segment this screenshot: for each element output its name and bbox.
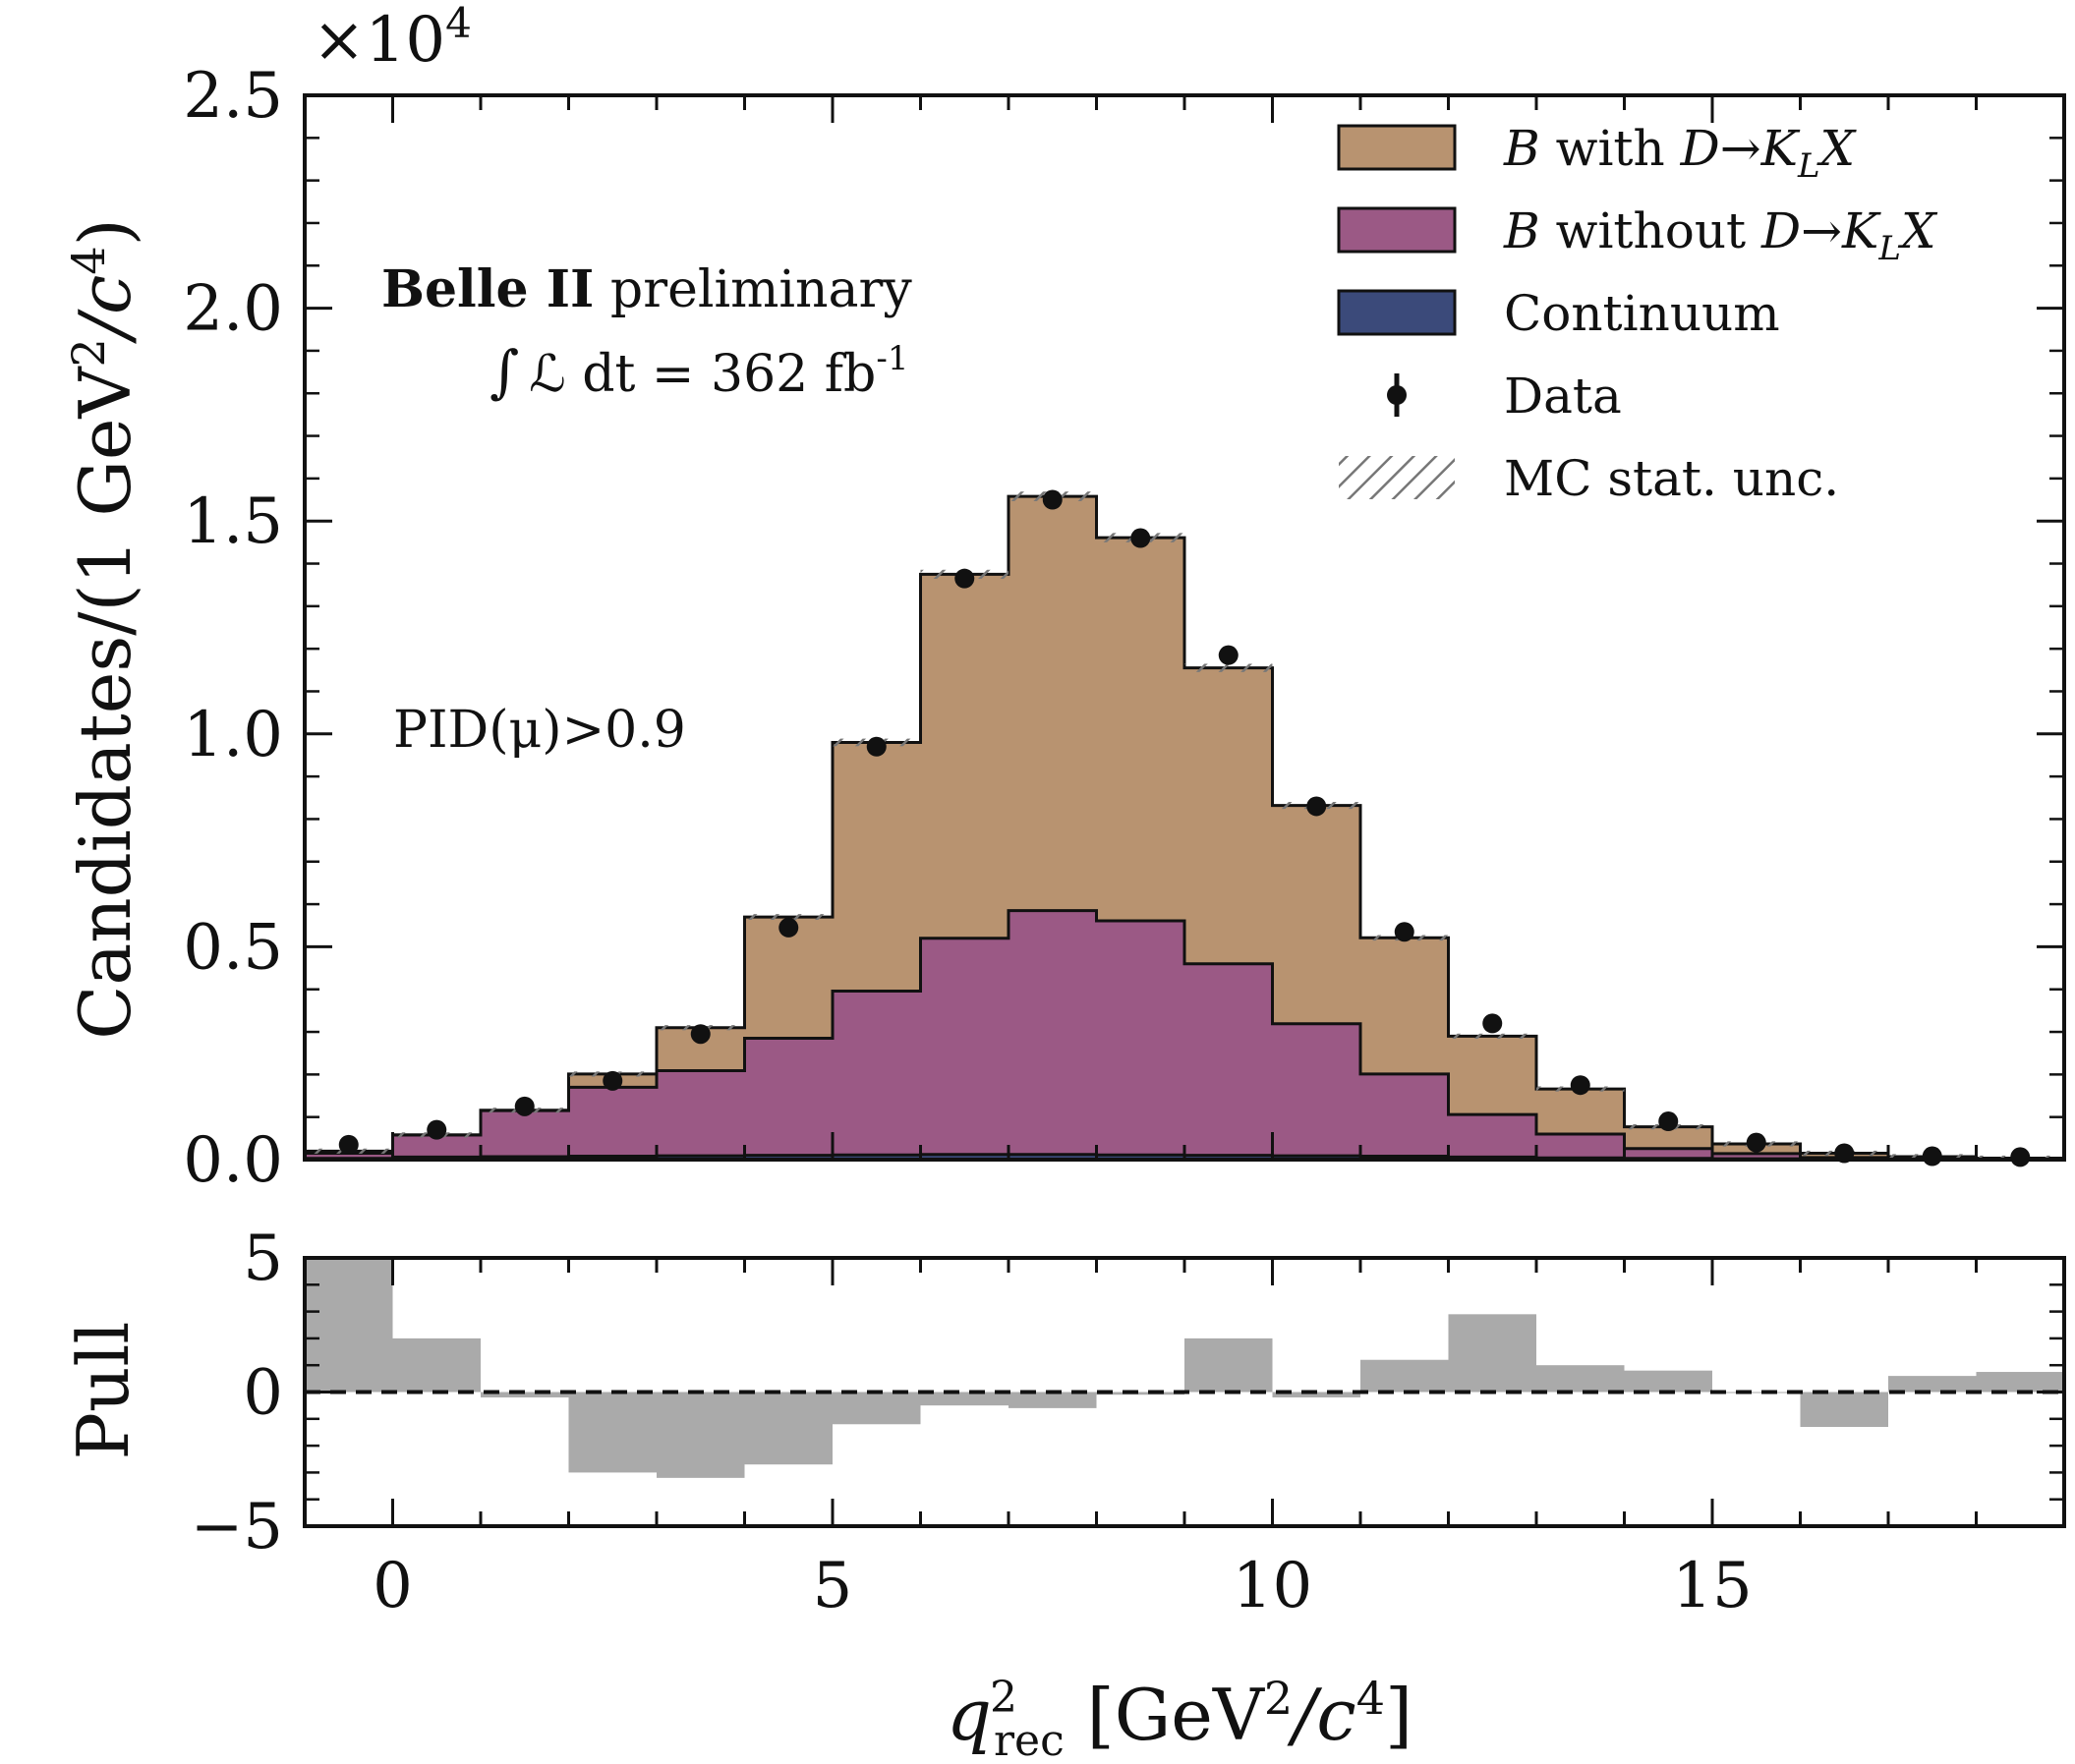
experiment-label: Belle II preliminary bbox=[381, 259, 912, 319]
stack-fill-1 bbox=[305, 910, 2064, 1160]
data-point bbox=[338, 1134, 359, 1155]
pull-bar bbox=[657, 1392, 745, 1478]
pull-panel: −5 0 5 0 5 10 15 Pull q2 rec [GeV2/c4] bbox=[62, 1223, 2066, 1764]
main-histogram-stack bbox=[303, 494, 2066, 1162]
data-point bbox=[2010, 1147, 2031, 1167]
data-point bbox=[1130, 528, 1151, 548]
pull-bar bbox=[1360, 1359, 1449, 1393]
legend-hatch-swatch bbox=[1339, 456, 1455, 499]
pull-bar bbox=[568, 1392, 657, 1473]
x-tick-label: 10 bbox=[1233, 1550, 1312, 1622]
legend-swatch-1 bbox=[1337, 206, 1457, 254]
x-tick-label: 0 bbox=[373, 1550, 413, 1622]
pull-bar bbox=[744, 1392, 833, 1465]
data-point bbox=[690, 1024, 711, 1045]
data-point bbox=[778, 917, 799, 938]
legend-data-marker bbox=[1387, 385, 1407, 405]
data-point bbox=[603, 1070, 623, 1091]
pull-bar bbox=[1888, 1376, 1977, 1393]
pull-bar bbox=[833, 1392, 921, 1425]
pull-bar bbox=[1536, 1365, 1625, 1393]
data-point bbox=[1394, 922, 1414, 942]
pull-bar bbox=[392, 1337, 481, 1393]
pull-bar bbox=[1448, 1314, 1536, 1393]
data-point bbox=[1922, 1146, 1942, 1167]
pull-y-tick-label: 5 bbox=[243, 1223, 283, 1295]
y-tick-label: 1.0 bbox=[183, 699, 283, 771]
data-point bbox=[1570, 1075, 1590, 1096]
pull-y-axis-title: Pull bbox=[62, 1322, 144, 1460]
data-point bbox=[1218, 645, 1239, 665]
legend-label-0: B with D→KLX bbox=[1503, 120, 1858, 186]
legend-label-3: Data bbox=[1504, 368, 1622, 425]
pull-bar bbox=[481, 1392, 569, 1397]
data-point bbox=[427, 1119, 447, 1140]
mc-unc-bin bbox=[744, 914, 833, 921]
pull-bar bbox=[1009, 1392, 1097, 1408]
y-tick-label: 2.0 bbox=[183, 273, 283, 346]
y-scale-factor: ×104 bbox=[313, 0, 472, 77]
pull-bar bbox=[1272, 1392, 1360, 1397]
main-y-axis-title: Candidates/(1 GeV2/c4) bbox=[62, 218, 146, 1039]
pull-bar bbox=[1624, 1370, 1712, 1393]
legend-label-1: B without D→KLX bbox=[1503, 202, 1938, 268]
x-tick-label: 15 bbox=[1672, 1550, 1752, 1622]
pull-plot-frame bbox=[303, 1256, 2066, 1528]
selection-label: PID(μ)>0.9 bbox=[393, 701, 686, 760]
y-scale-base: ×10 bbox=[313, 4, 445, 77]
data-point bbox=[1042, 489, 1063, 510]
data-point bbox=[514, 1096, 535, 1116]
y-tick-label: 2.5 bbox=[183, 60, 283, 133]
main-panel: 0.0 0.5 1.0 1.5 2.0 2.5 ×104 Candidates/(1 Ge… bbox=[62, 0, 2066, 1197]
pull-bar bbox=[920, 1392, 1009, 1406]
pull-bar bbox=[1712, 1392, 1801, 1394]
mc-unc-bin bbox=[1184, 663, 1273, 672]
pull-x-ticks: 0 5 10 15 bbox=[303, 1258, 2066, 1622]
y-tick-label: 1.5 bbox=[183, 485, 283, 558]
legend: B with D→KLX B without D→KLX Continuum Data… bbox=[1337, 120, 1938, 507]
data-point bbox=[1306, 796, 1327, 817]
mc-unc-bin bbox=[1448, 1033, 1536, 1039]
x-tick-label: 5 bbox=[813, 1550, 853, 1622]
legend-label-2: Continuum bbox=[1504, 285, 1780, 342]
data-point bbox=[1482, 1013, 1503, 1034]
data-point bbox=[1746, 1132, 1766, 1153]
pull-bars bbox=[305, 1258, 2064, 1478]
x-axis-title: q2 rec [GeV2/c4] bbox=[947, 1672, 1412, 1764]
pull-bar bbox=[1184, 1337, 1273, 1393]
pull-bar bbox=[1976, 1372, 2064, 1393]
pull-bar bbox=[1800, 1392, 1888, 1427]
main-plot-frame bbox=[303, 93, 2066, 1162]
legend-label-4: MC stat. unc. bbox=[1504, 450, 1839, 507]
experiment-name: Belle II bbox=[381, 259, 594, 319]
legend-swatch-0 bbox=[1337, 124, 1457, 171]
pull-y-tick-label: −5 bbox=[191, 1491, 283, 1564]
y-scale-exponent: 4 bbox=[445, 0, 472, 47]
data-point bbox=[954, 568, 975, 589]
y-tick-label: 0.0 bbox=[183, 1124, 283, 1197]
pull-y-tick-label: 0 bbox=[243, 1357, 283, 1430]
pull-bar bbox=[305, 1258, 393, 1393]
luminosity-label: ∫ ℒ dt = 362 fb-1 bbox=[490, 338, 908, 405]
y-tick-label: 0.5 bbox=[183, 911, 283, 984]
pull-y-ticks: −5 0 5 bbox=[191, 1223, 2064, 1564]
data-point bbox=[1658, 1111, 1679, 1132]
main-y-ticks: 0.0 0.5 1.0 1.5 2.0 2.5 bbox=[183, 60, 2064, 1197]
legend-swatch-2 bbox=[1337, 289, 1457, 336]
data-point bbox=[866, 736, 887, 757]
pull-bar bbox=[1096, 1392, 1184, 1395]
experiment-status: preliminary bbox=[594, 260, 912, 319]
